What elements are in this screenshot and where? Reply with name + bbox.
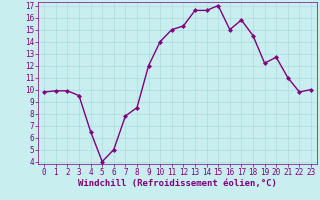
X-axis label: Windchill (Refroidissement éolien,°C): Windchill (Refroidissement éolien,°C): [78, 179, 277, 188]
